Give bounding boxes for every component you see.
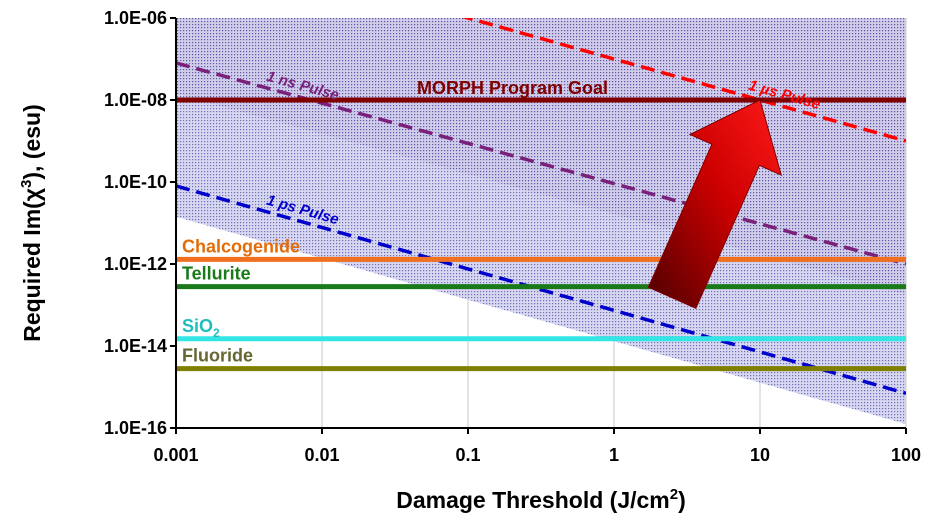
line-1-ps-pulse: [176, 184, 906, 396]
y-tick-label: 1.0E-10: [104, 172, 167, 192]
label-chalcogenide: Chalcogenide: [182, 236, 300, 256]
y-tick-label: 1.0E-12: [104, 254, 167, 274]
label-tellurite: Tellurite: [182, 264, 251, 284]
x-tick-label: 0.1: [455, 445, 480, 465]
progress-arrow: [647, 99, 783, 309]
label-goal: MORPH Program Goal: [417, 78, 608, 98]
x-tick-label: 0.01: [304, 445, 339, 465]
pulse-lines: [176, 18, 906, 396]
label-sio: SiO2: [182, 316, 220, 340]
y-tick-label: 1.0E-16: [104, 418, 167, 438]
y-axis-title: Required Im(χ3), (esu): [18, 104, 45, 342]
y-tick-label: 1.0E-08: [104, 90, 167, 110]
y-tick-label: 1.0E-14: [104, 336, 167, 356]
x-tick-label: 1: [609, 445, 619, 465]
x-axis-title: Damage Threshold (J/cm2): [396, 486, 686, 513]
label-fluoride: Fluoride: [182, 346, 253, 366]
x-tick-label: 10: [750, 445, 770, 465]
line-1-ns-pulse: [176, 61, 906, 266]
line-1-s-pulse: [461, 18, 906, 143]
x-tick-label: 100: [891, 445, 921, 465]
y-tick-label: 1.0E-06: [104, 8, 167, 28]
arrow-shape: [647, 99, 783, 309]
axes: 1.0E-06 1.0E-08 1.0E-10 1.0E-12 1.0E-14 1.0E-…: [18, 8, 921, 513]
material-lines: [176, 97, 906, 372]
x-tick-label: 0.001: [153, 445, 198, 465]
